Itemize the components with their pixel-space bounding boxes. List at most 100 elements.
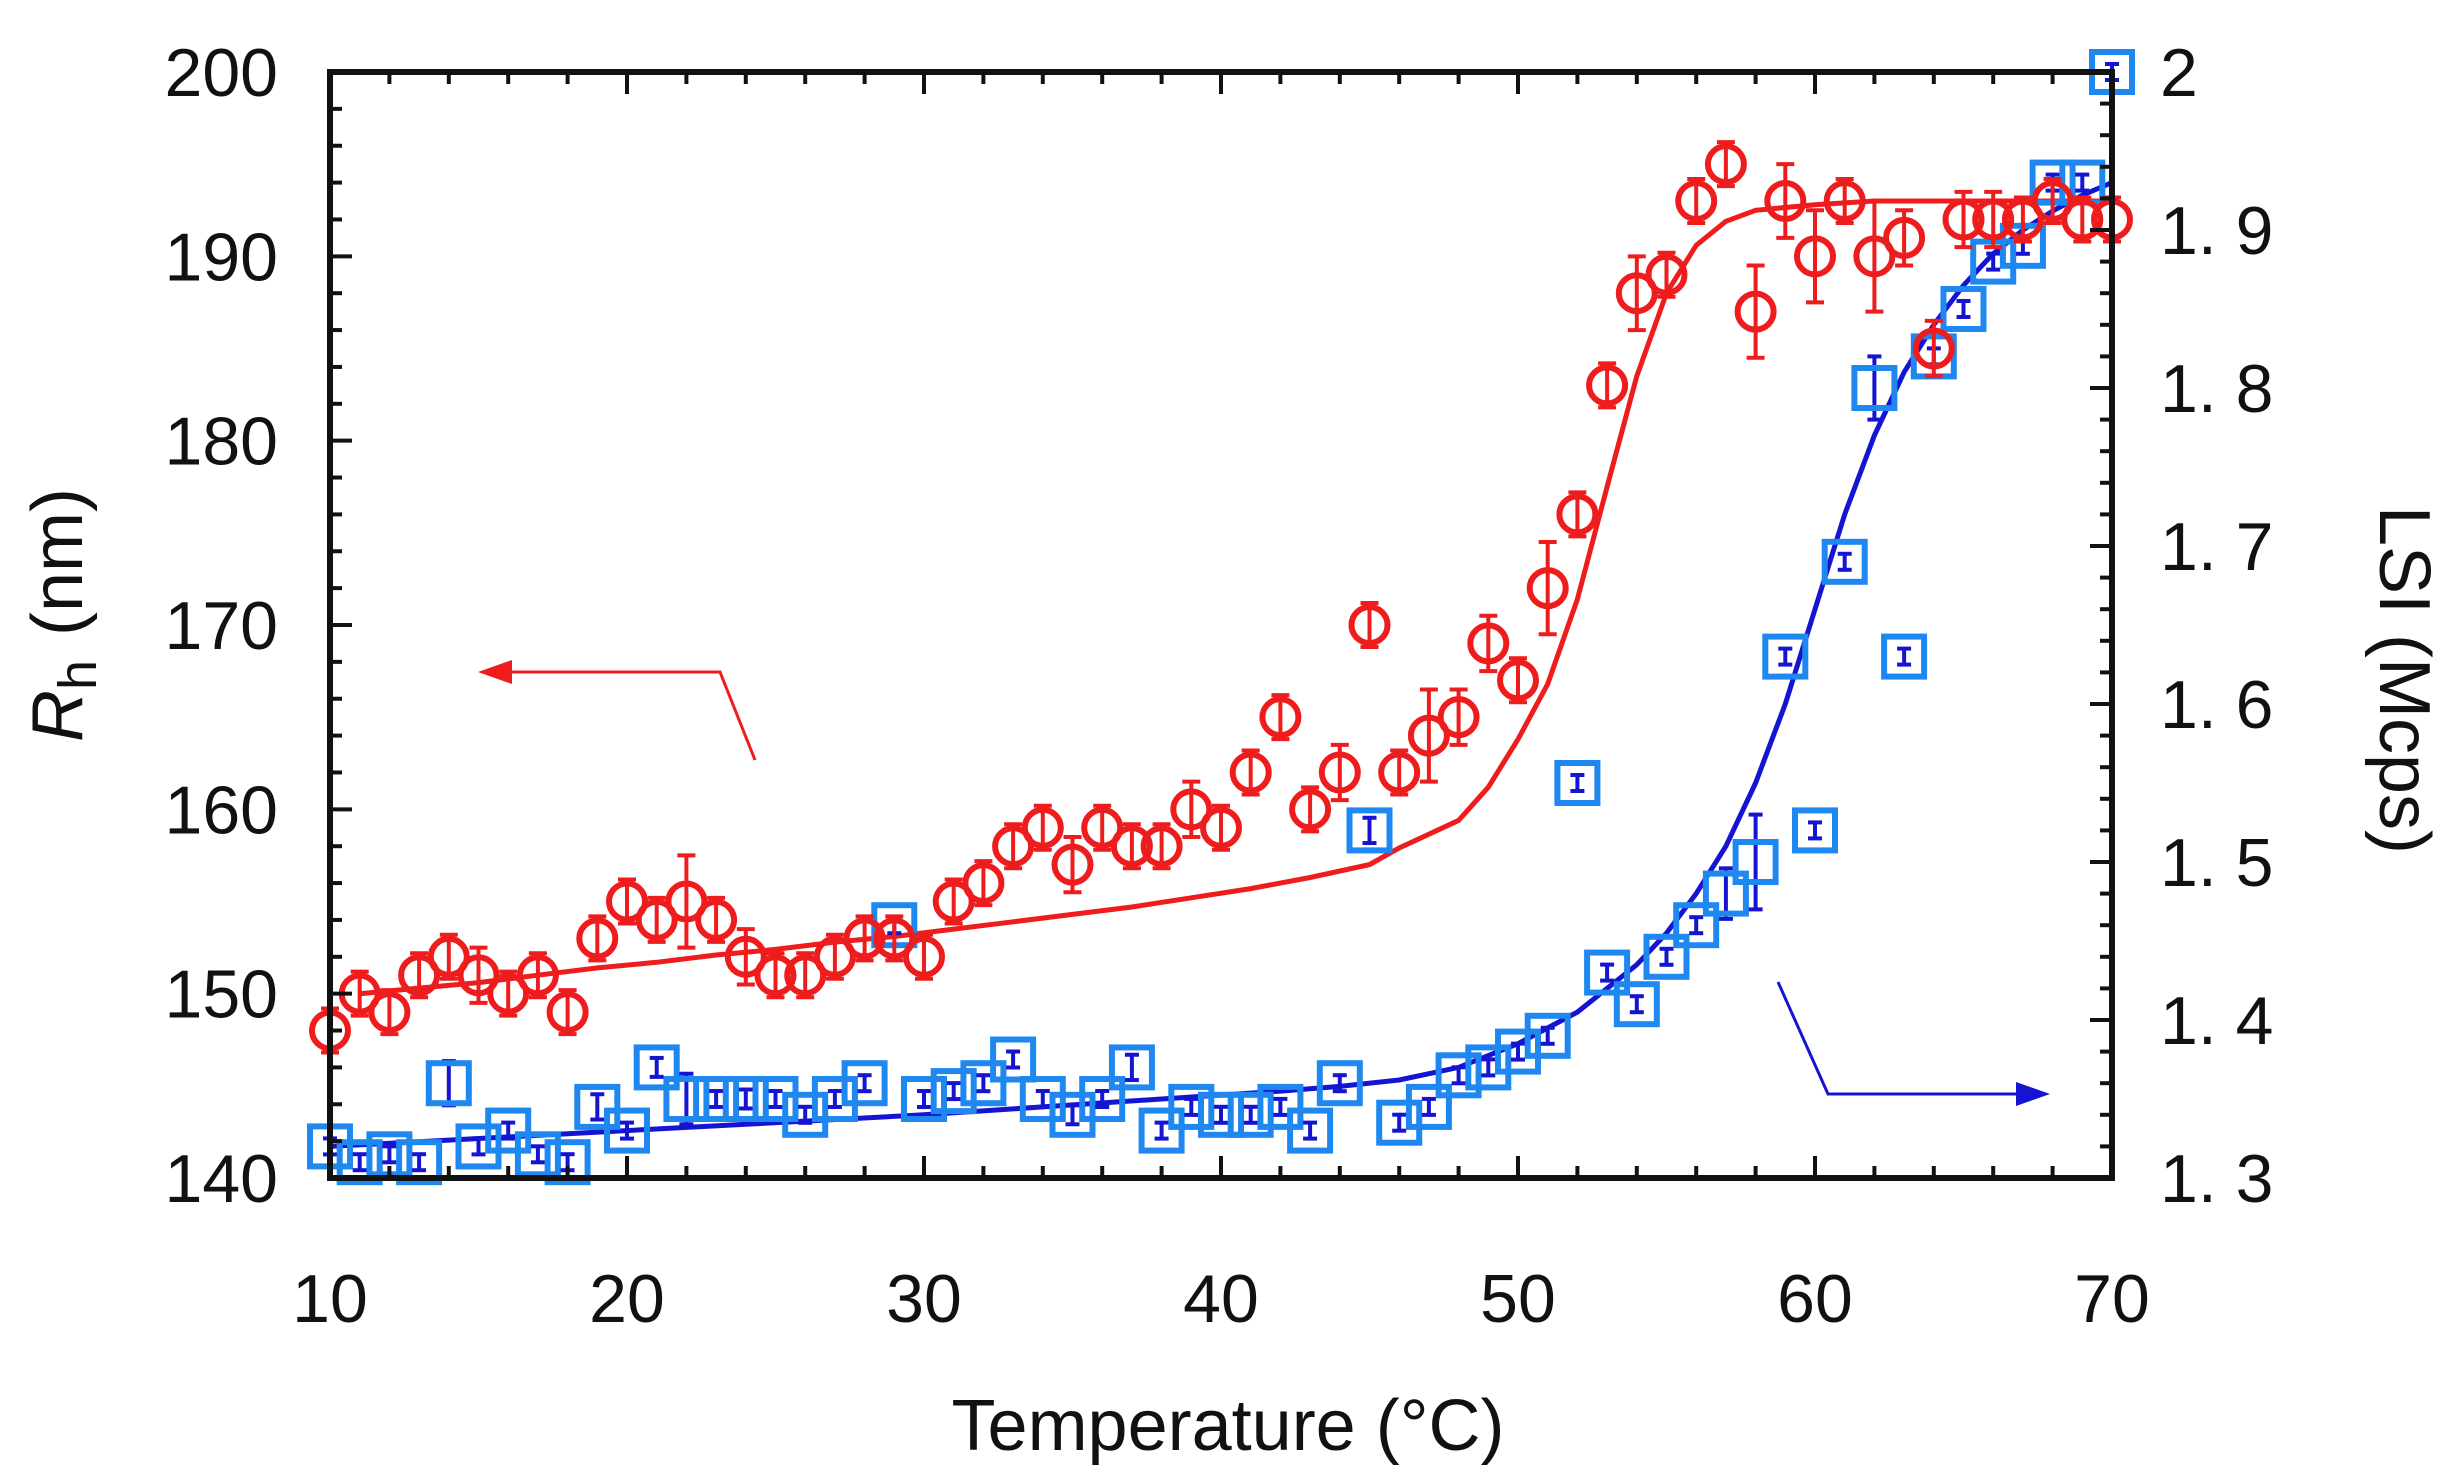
lsi-marker [1851,365,1898,411]
rh-point [903,932,945,981]
lsi-point [1138,1107,1185,1154]
lsi-point [1257,1083,1304,1130]
lsi-point [574,1083,621,1130]
lsi-point [1554,760,1601,806]
rh-arrow-head [478,660,512,684]
lsi-marker [1940,286,1987,332]
x-tick-label: 30 [886,1261,962,1337]
y-left-axis-title-sub: h [48,660,108,690]
rh-marker [962,862,1005,905]
x-tick-label: 20 [589,1261,665,1337]
rh-point [992,822,1035,871]
rh-arrow-line [490,670,757,761]
rh-marker [398,954,441,997]
rh-marker [1556,493,1599,536]
lsi-marker [1316,1060,1363,1107]
rh-marker [487,972,530,1015]
rh-marker [368,991,411,1034]
rh-point [576,914,619,963]
lsi-marker [1079,1076,1126,1122]
y-left-tick-label: 180 [165,404,278,480]
rh-marker [2001,198,2044,241]
lsi-marker [1821,538,1868,585]
lsi-point [782,1091,829,1138]
rh-marker [576,917,619,960]
lsi-arrow-head [2016,1082,2050,1106]
annotations [478,660,2050,1106]
x-tick-label: 10 [292,1261,368,1337]
x-axis-title: Temperature (°C) [952,1386,1505,1466]
rh-point [368,988,411,1037]
lsi-marker [1287,1107,1334,1154]
rh-marker [2061,198,2104,241]
lsi-point [1821,538,1868,585]
rh-marker [1615,272,1658,315]
lsi-marker [396,1139,443,1186]
rh-marker [1853,235,1896,278]
lsi-marker [1762,633,1809,680]
lsi-point [396,1139,443,1186]
rh-marker [992,825,1035,868]
rh-point [487,969,530,1018]
lsi-point [663,1071,710,1127]
lsi-marker [1405,1083,1452,1130]
lsi-marker [336,1139,383,1186]
rh-point [1734,263,1777,360]
rh-marker [457,954,500,997]
lsi-point [1405,1083,1452,1130]
lsi-point [1940,286,1987,332]
rh-marker [546,991,589,1034]
rh-point [1497,656,1539,705]
rh-marker [1021,806,1064,849]
lsi-marker [901,1076,947,1122]
plot-frame [327,69,2115,1181]
lsi-marker [722,1076,769,1122]
axes-frame [327,69,2115,1181]
x-tick-label: 40 [1183,1261,1259,1337]
lsi-point [336,1139,383,1186]
y-left-axis-title-main: R [18,690,98,742]
lsi-marker [1346,807,1393,854]
rh-point [695,895,738,944]
lsi-marker [544,1139,591,1186]
x-tick-label: 70 [2074,1261,2150,1337]
lsi-point [693,1076,740,1122]
lsi-marker [1019,1076,1066,1122]
lsi-marker [990,1036,1037,1083]
rh-fit-line [359,198,2112,997]
lsi-point [425,1059,472,1108]
rh-point [1972,189,2015,250]
y-right-tick-label: 1. 7 [2160,509,2273,585]
rh-marker [1942,198,1985,241]
rh-marker [1318,751,1361,794]
rh-point [1318,742,1361,803]
fit-lines [329,180,2113,1149]
rh-marker [1883,216,1926,259]
rh-point [1051,834,1094,895]
lsi-marker [574,1083,621,1130]
rh-point [1853,199,1896,314]
rh-point [606,877,648,926]
lsi-point [1613,981,1660,1028]
lsi-point [1049,1091,1096,1138]
rh-point [784,951,827,1000]
axis-ticks [328,70,2114,1180]
lsi-point [1524,1012,1571,1059]
rh-point [1021,803,1064,852]
rh-point [962,859,1005,908]
rh-point [398,951,441,1000]
rh-point [2001,195,2044,244]
rh-point [932,877,975,926]
lsi-marker [1168,1083,1215,1130]
lsi-marker [811,1076,858,1122]
lsi-point [633,1044,680,1091]
y-left-tick-label: 150 [165,957,278,1033]
lsi-marker [1673,902,1720,949]
rh-point [1645,250,1688,299]
lsi-arrow-line [1776,981,2035,1096]
rh-point [1437,687,1480,747]
rh-marker [635,898,678,941]
lsi-marker [1495,1028,1541,1075]
lsi-point [1673,902,1720,949]
rh-marker [813,935,856,978]
